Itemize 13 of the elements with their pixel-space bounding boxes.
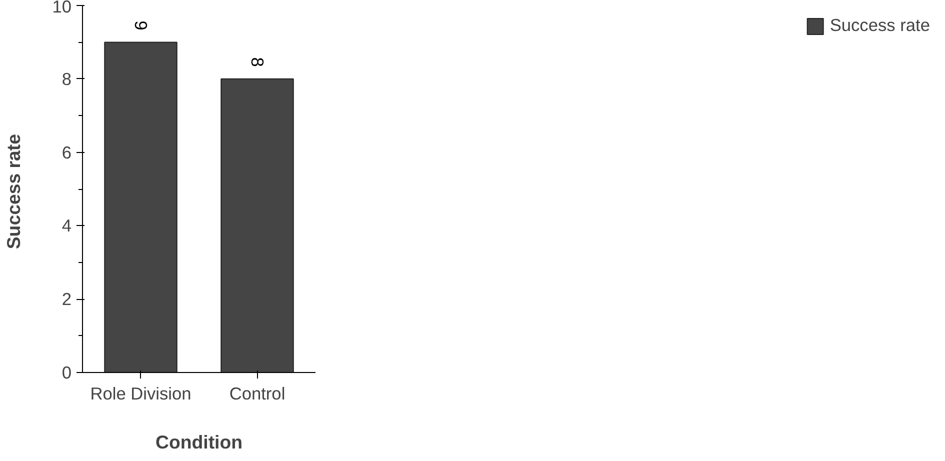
data-label: 8 (247, 57, 268, 67)
y-tick-label: 4 (62, 216, 72, 236)
y-tick-label: 0 (62, 362, 72, 382)
y-tick-label: 8 (62, 68, 72, 89)
data-label: 9 (130, 20, 151, 30)
x-tick-label: Role Division (90, 384, 192, 404)
x-tick-label: Control (229, 384, 286, 404)
legend-label: Success rate (830, 15, 930, 36)
x-axis-title: Condition (155, 432, 243, 452)
y-axis-title: Success rate (3, 134, 24, 250)
y-tick-label: 6 (62, 142, 72, 162)
y-tick-label: 10 (52, 0, 72, 16)
y-tick-label: 2 (62, 289, 72, 310)
